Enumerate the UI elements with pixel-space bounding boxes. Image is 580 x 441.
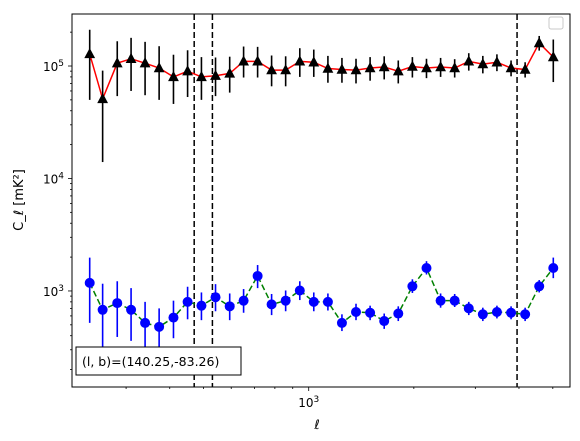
- circle-marker: [210, 292, 221, 303]
- legend-box: [548, 16, 564, 30]
- y-tick-label: 105: [43, 59, 64, 74]
- triangle-marker: [168, 70, 179, 82]
- triangle-marker: [294, 55, 306, 66]
- triangle-marker: [266, 64, 278, 75]
- triangle-marker: [392, 65, 404, 76]
- annotation-frame: [75, 346, 242, 376]
- triangle-marker: [491, 56, 503, 67]
- triangle-marker: [477, 58, 489, 69]
- circle-marker: [196, 300, 207, 311]
- series-1-line: [89, 266, 554, 328]
- circle-marker: [280, 295, 291, 306]
- circle-marker: [491, 307, 502, 318]
- triangle-marker: [322, 62, 334, 73]
- legend: [548, 16, 564, 30]
- series-group: [84, 29, 559, 354]
- plot-area: [72, 14, 570, 387]
- triangle-marker: [308, 56, 320, 67]
- triangle-marker: [182, 65, 193, 76]
- triangle-marker: [196, 70, 207, 82]
- triangle-marker: [125, 52, 137, 63]
- circle-marker: [435, 295, 446, 306]
- circle-marker: [506, 307, 517, 318]
- circle-marker: [97, 304, 108, 315]
- triangle-marker: [463, 55, 475, 66]
- triangle-marker: [406, 60, 418, 71]
- circle-marker: [266, 299, 277, 310]
- plot-frame: [71, 13, 571, 388]
- circle-marker: [224, 301, 235, 312]
- circle-marker: [407, 281, 418, 292]
- triangle-marker: [97, 92, 109, 104]
- circle-marker: [548, 263, 559, 274]
- circle-marker: [449, 295, 460, 306]
- triangle-marker: [336, 63, 348, 74]
- circle-marker: [154, 321, 165, 332]
- triangle-marker: [210, 69, 221, 80]
- triangle-marker: [519, 63, 531, 74]
- annotation-text: (l, b)=(140.25,-83.26): [82, 354, 219, 369]
- plot-content: [84, 14, 559, 387]
- circle-marker: [463, 303, 474, 314]
- y-axis-label-group: C_ℓ [mK²]: [12, 169, 27, 231]
- series-0-line: [88, 41, 554, 102]
- triangle-marker: [350, 64, 362, 75]
- series-1: [84, 257, 559, 354]
- triangle-marker: [224, 67, 236, 78]
- circle-marker: [351, 307, 362, 318]
- y-axis-label: C_ℓ [mK²]: [12, 169, 27, 231]
- circle-marker: [534, 281, 545, 292]
- triangle-marker: [435, 60, 447, 72]
- circle-marker: [112, 298, 123, 309]
- circle-marker: [477, 309, 488, 320]
- triangle-marker: [505, 62, 517, 73]
- vertical-lines: [193, 14, 518, 387]
- triangle-marker: [449, 62, 461, 73]
- circle-marker: [182, 296, 193, 307]
- triangle-marker: [364, 62, 376, 73]
- triangle-marker: [252, 55, 264, 66]
- triangle-marker: [238, 55, 250, 66]
- circle-marker: [126, 304, 137, 315]
- x-axis-label: ℓ: [313, 418, 319, 433]
- y-tick-label: 104: [43, 171, 64, 186]
- triangle-marker: [280, 64, 292, 75]
- series-1-markers: [84, 263, 559, 332]
- triangle-marker: [84, 47, 96, 59]
- x-axis-label-group: ℓ: [313, 418, 319, 433]
- triangle-marker: [139, 57, 151, 68]
- circle-marker: [140, 317, 151, 328]
- circle-marker: [365, 307, 376, 318]
- circle-marker: [393, 308, 404, 319]
- triangle-marker: [378, 60, 390, 72]
- circle-marker: [520, 309, 531, 320]
- series-0: [84, 29, 559, 163]
- circle-marker: [322, 296, 333, 307]
- circle-marker: [308, 296, 319, 307]
- triangle-marker: [547, 51, 559, 62]
- x-tick-label: 103: [298, 395, 319, 410]
- annotation-box: (l, b)=(140.25,-83.26): [75, 346, 242, 376]
- circle-marker: [84, 277, 95, 288]
- circle-marker: [168, 312, 179, 323]
- y-tick-label: 103: [43, 284, 64, 299]
- circle-marker: [421, 263, 432, 274]
- circle-marker: [379, 316, 390, 327]
- triangle-marker: [533, 37, 545, 48]
- series-0-markers: [84, 37, 559, 104]
- triangle-marker: [111, 57, 123, 68]
- circle-marker: [294, 285, 305, 296]
- triangle-marker: [153, 62, 165, 73]
- triangle-marker: [421, 62, 432, 73]
- circle-marker: [336, 317, 347, 328]
- circle-marker: [252, 270, 263, 281]
- circle-marker: [238, 295, 249, 306]
